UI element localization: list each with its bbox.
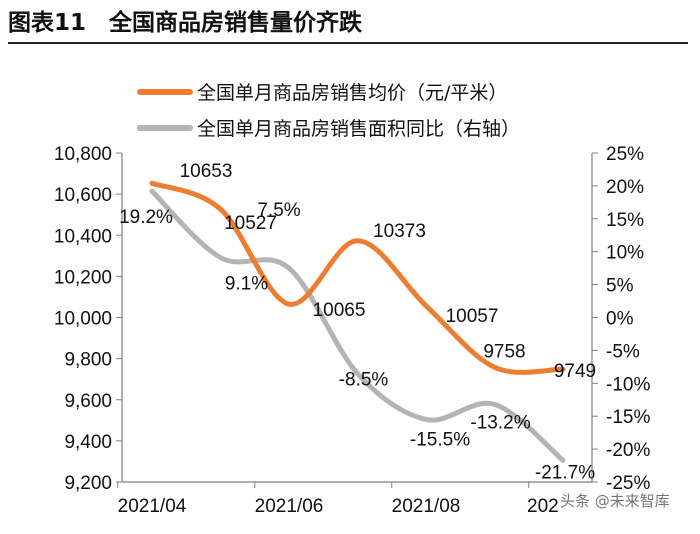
x-tick-label: 202 xyxy=(527,496,559,517)
right-tick-label: -25% xyxy=(606,473,650,494)
left-axis-ticks: 9,200 9,400 9,600 9,800 10,000 10,200 10… xyxy=(54,144,112,494)
price-data-label: 10057 xyxy=(446,306,499,327)
left-tick-label: 10,400 xyxy=(54,226,112,247)
ratio-data-label: -21.7% xyxy=(535,462,595,483)
left-tick-label: 10,000 xyxy=(54,309,112,330)
price-data-label: 10653 xyxy=(180,161,233,182)
right-tick-label: -15% xyxy=(606,407,650,428)
right-tick-label: -10% xyxy=(606,374,650,395)
series-line-area-yoy xyxy=(149,188,566,463)
ratio-data-label: -8.5% xyxy=(339,369,389,390)
price-data-label: 10527 xyxy=(224,213,277,234)
price-data-label: 9749 xyxy=(554,361,596,382)
price-data-label: 9758 xyxy=(483,341,525,362)
left-tick-label: 9,400 xyxy=(64,432,112,453)
axes xyxy=(116,152,598,488)
figure-title: 图表11 全国商品房销售量价齐跌 xyxy=(8,10,363,36)
right-tick-label: 25% xyxy=(606,144,644,165)
left-tick-label: 9,600 xyxy=(64,391,112,412)
right-tick-label: 15% xyxy=(606,210,644,231)
x-axis-ticks: 2021/04 2021/06 2021/08 202 xyxy=(118,496,559,517)
left-tick-label: 10,600 xyxy=(54,185,112,206)
watermark: 头条 @未来智库 xyxy=(560,492,670,510)
right-tick-label: 0% xyxy=(606,309,634,330)
legend-label-ratio: 全国单月商品房销售面积同比（右轴） xyxy=(197,118,520,140)
right-tick-label: -5% xyxy=(606,341,640,362)
x-tick-label: 2021/06 xyxy=(255,496,324,517)
right-tick-label: 10% xyxy=(606,243,644,264)
ratio-data-label: 9.1% xyxy=(225,274,268,295)
ratio-data-label: 7.5% xyxy=(257,200,300,221)
title-rule xyxy=(8,42,688,44)
series-line-avg-price xyxy=(149,180,566,375)
ratio-data-label: -15.5% xyxy=(410,429,470,450)
x-tick-label: 2021/08 xyxy=(392,496,461,517)
left-tick-label: 9,800 xyxy=(64,350,112,371)
legend-label-price: 全国单月商品房销售均价（元/平米） xyxy=(197,82,507,104)
legend: 全国单月商品房销售均价（元/平米） 全国单月商品房销售面积同比（右轴） xyxy=(137,82,520,140)
right-tick-label: 5% xyxy=(606,276,634,297)
right-tick-label: -20% xyxy=(606,440,650,461)
left-tick-label: 10,200 xyxy=(54,267,112,288)
left-tick-label: 10,800 xyxy=(54,144,112,165)
price-data-labels: 10653 10527 10065 10373 10057 9758 9749 xyxy=(180,161,597,382)
x-tick-label: 2021/04 xyxy=(118,496,187,517)
price-data-label: 10373 xyxy=(373,221,426,242)
price-data-label: 10065 xyxy=(313,300,366,321)
ratio-data-label: 19.2% xyxy=(119,207,173,228)
ratio-data-label: -13.2% xyxy=(470,412,530,433)
right-tick-label: 20% xyxy=(606,177,644,198)
right-axis-ticks: 25% 20% 15% 10% 5% 0% -5% -10% -15% -20%… xyxy=(606,144,650,494)
ratio-data-labels: 19.2% 9.1% 7.5% -8.5% -15.5% -13.2% -21.… xyxy=(119,200,595,483)
left-tick-label: 9,200 xyxy=(64,473,112,494)
